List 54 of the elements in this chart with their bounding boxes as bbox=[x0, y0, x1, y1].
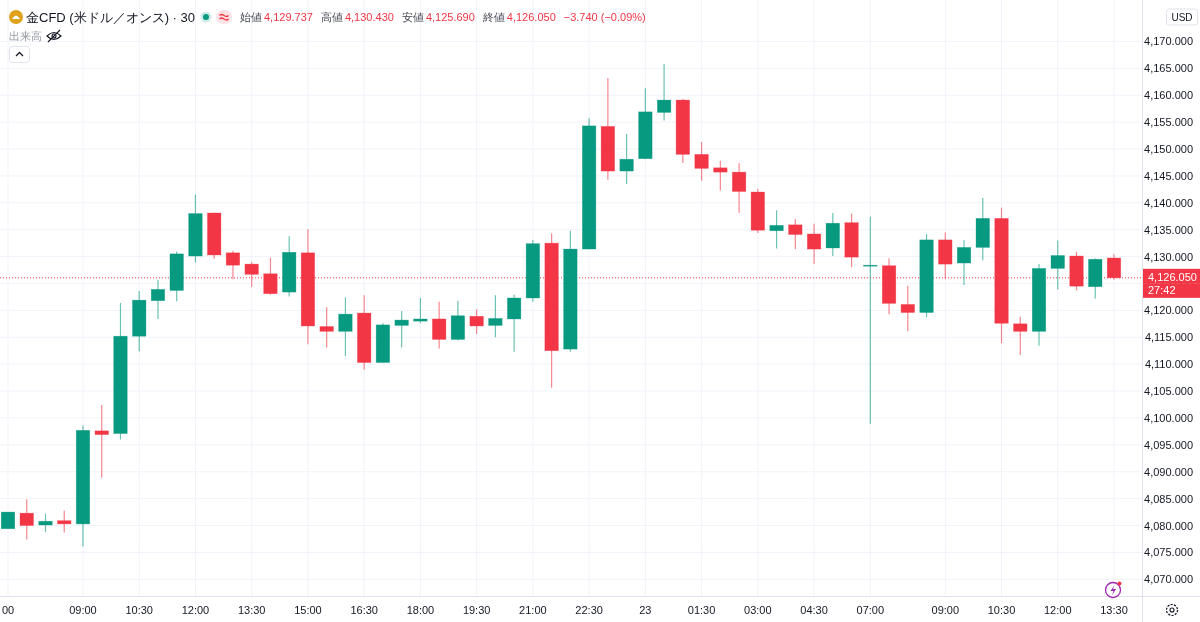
y-tick-label: 4,090.000 bbox=[1144, 465, 1193, 478]
y-tick-label: 4,100.000 bbox=[1144, 411, 1193, 424]
x-tick-label: 12:00 bbox=[1044, 604, 1072, 616]
x-tick-label: 22:30 bbox=[575, 604, 603, 616]
annotation: 4,126.050 bbox=[506, 11, 556, 23]
ref-line-label: 4,126.050 bbox=[1148, 271, 1197, 284]
x-tick-label: 09:00 bbox=[69, 604, 97, 616]
annotation: 安値 bbox=[401, 11, 424, 23]
annotation: 始値 bbox=[240, 11, 262, 23]
annotation: 出来高 bbox=[9, 30, 42, 42]
x-tick-label: 19:30 bbox=[462, 604, 491, 616]
y-tick-label: 4,170.000 bbox=[1144, 35, 1193, 48]
y-tick-label: 4,085.000 bbox=[1144, 492, 1193, 505]
y-tick-label: 4,115.000 bbox=[1144, 331, 1193, 344]
y-tick-label: 4,155.000 bbox=[1144, 116, 1193, 129]
x-tick-label: 09:00 bbox=[931, 604, 960, 616]
y-tick-label: 4,145.000 bbox=[1144, 169, 1193, 182]
y-tick-label: 4,165.000 bbox=[1144, 62, 1193, 75]
x-tick-label: 12:00 bbox=[181, 604, 210, 616]
y-tick-label: 4,110.000 bbox=[1144, 358, 1193, 371]
y-tick-label: 4,140.000 bbox=[1144, 196, 1193, 209]
x-tick-label: 13:30 bbox=[1100, 604, 1128, 616]
x-tick-label: 15:00 bbox=[294, 604, 322, 616]
x-tick-label: 13:30 bbox=[237, 604, 266, 616]
x-tick-label: 10:30 bbox=[125, 604, 153, 616]
y-tick-label: 4,105.000 bbox=[1144, 385, 1193, 398]
x-tick-label: 07:00 bbox=[856, 604, 885, 616]
x-tick-label: 01:30 bbox=[687, 604, 716, 616]
y-tick-label: 4,095.000 bbox=[1144, 438, 1193, 451]
y-tick-label: 4,080.000 bbox=[1144, 519, 1193, 532]
x-tick-label: 03:00 bbox=[744, 604, 772, 616]
y-tick-label: 4,130.000 bbox=[1144, 250, 1193, 263]
y-tick-label: 4,135.000 bbox=[1144, 223, 1193, 236]
annotation: 4,125.690 bbox=[425, 11, 475, 23]
annotation: 4,129.737 bbox=[264, 11, 313, 23]
annotation: 高値 bbox=[320, 11, 343, 23]
x-tick-label: 04:30 bbox=[800, 604, 828, 616]
annotation: −3.740 (−0.09%) bbox=[563, 11, 646, 23]
y-tick-label: 4,160.000 bbox=[1144, 89, 1193, 102]
text: 金CFD (米ドル／オンス) · 30 bbox=[26, 9, 195, 25]
y-tick-label: 4,120.000 bbox=[1144, 304, 1193, 317]
annotation: 4,130.430 bbox=[344, 11, 394, 23]
x-tick-label: 21:00 bbox=[519, 604, 547, 616]
x-tick-label: 00 bbox=[1, 604, 15, 616]
annotation: 終値 bbox=[481, 11, 505, 23]
text: 27:42 bbox=[1148, 284, 1176, 297]
y-tick-label: 4,075.000 bbox=[1144, 546, 1193, 559]
y-tick-label: 4,070.000 bbox=[1144, 573, 1193, 586]
x-tick-label: 10:30 bbox=[987, 604, 1016, 616]
x-tick-label: 23 bbox=[639, 604, 652, 616]
x-tick-label: 16:30 bbox=[350, 604, 378, 616]
y-tick-label: 4,150.000 bbox=[1144, 143, 1193, 155]
x-tick-label: 18:00 bbox=[406, 604, 435, 616]
text: USD bbox=[1171, 12, 1193, 23]
